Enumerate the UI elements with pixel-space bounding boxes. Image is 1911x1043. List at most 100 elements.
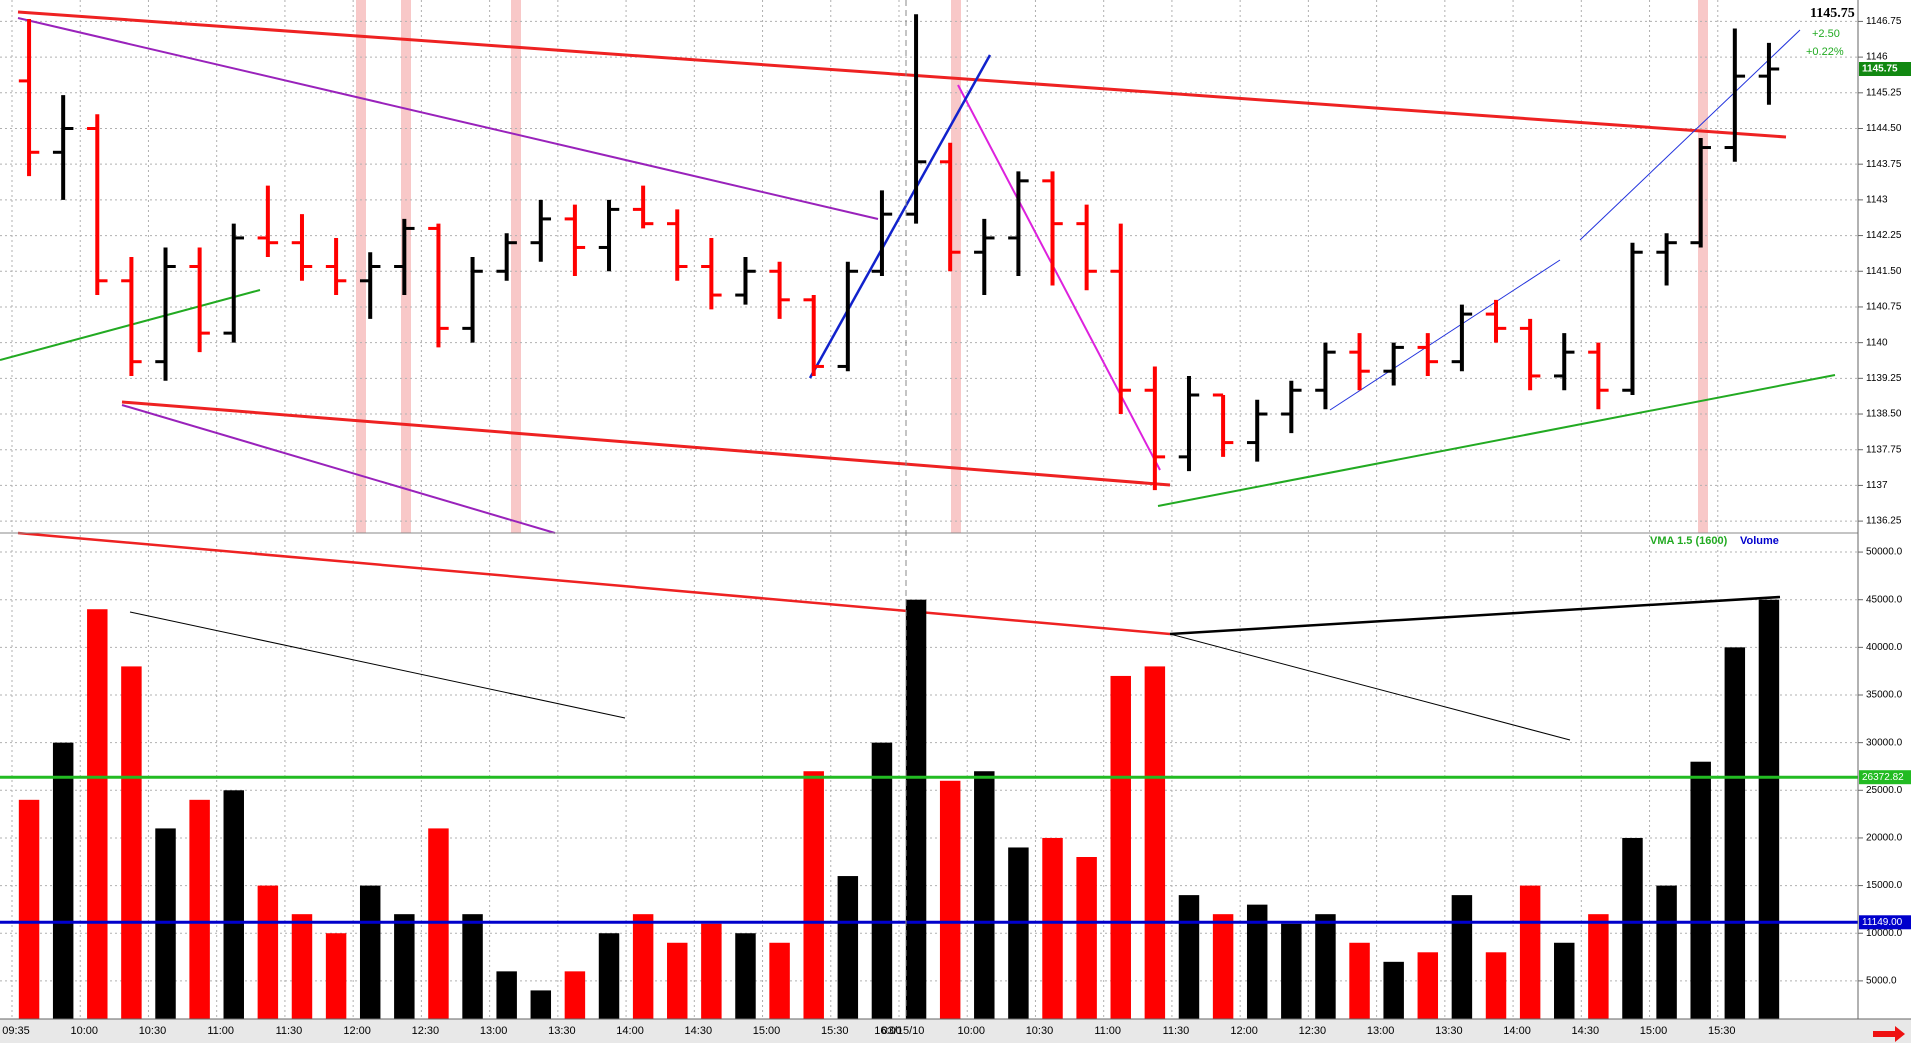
y-tick-label: 1140.75 xyxy=(1866,302,1902,313)
y-tick-label: 40000.0 xyxy=(1866,642,1903,653)
volume-bar xyxy=(1281,923,1302,1019)
volume-bar xyxy=(1622,837,1643,1019)
y-tick-label: 10000.0 xyxy=(1866,928,1903,939)
trendline xyxy=(17,17,879,220)
volume-bar xyxy=(1690,761,1711,1019)
x-tick-label: 10:30 xyxy=(1026,1025,1054,1037)
volume-bar xyxy=(530,990,552,1019)
trendline xyxy=(808,54,992,379)
x-tick-label: 11:00 xyxy=(1094,1025,1121,1037)
y-tick-label: 5000.0 xyxy=(1866,976,1897,987)
trendline xyxy=(1157,374,1836,507)
volume-bar xyxy=(223,790,244,1019)
trendline xyxy=(1579,29,1801,241)
y-tick-label: 1137.75 xyxy=(1866,444,1902,455)
volume-trendline xyxy=(129,611,626,719)
volume-bar xyxy=(1554,942,1575,1019)
volume-bar xyxy=(462,914,483,1019)
y-tick-label: 1139.25 xyxy=(1866,373,1902,384)
last-price-label: 1145.75 xyxy=(1810,6,1855,21)
y-tick-label: 1141.50 xyxy=(1866,266,1902,277)
volume-bar xyxy=(769,942,790,1019)
y-tick-label: 1143.75 xyxy=(1866,159,1902,170)
x-tick-label: 11:30 xyxy=(1163,1025,1190,1037)
volume-bar xyxy=(87,609,108,1019)
volume-bar xyxy=(1178,895,1200,1019)
y-tick-label: 1145.25 xyxy=(1866,87,1902,98)
x-tick-label: 16:00 xyxy=(874,1025,902,1037)
volume-bar xyxy=(974,771,995,1019)
y-tick-label: 20000.0 xyxy=(1866,833,1903,844)
trendline xyxy=(121,404,556,534)
x-tick-label: 12:00 xyxy=(1230,1025,1258,1037)
scroll-arrow[interactable] xyxy=(1873,1026,1905,1042)
x-tick-label: 14:30 xyxy=(1572,1025,1600,1037)
volume-bar xyxy=(701,923,722,1019)
x-tick-label: 12:30 xyxy=(412,1025,440,1037)
x-tick-label: 12:00 xyxy=(343,1025,371,1037)
volume-bar xyxy=(1485,952,1507,1019)
volume-trendline xyxy=(17,531,1171,636)
y-tick-label: 45000.0 xyxy=(1866,594,1903,605)
volume-bar xyxy=(1656,885,1677,1019)
y-tick-label: 1146 xyxy=(1866,52,1888,63)
volume-bar xyxy=(939,780,961,1019)
volume-bar xyxy=(632,914,654,1019)
volume-bar xyxy=(1417,952,1439,1019)
x-tick-label: 15:00 xyxy=(1640,1025,1668,1037)
volume-bar xyxy=(1519,885,1541,1019)
volume-trendline xyxy=(1169,595,1781,636)
volume-bar xyxy=(496,971,517,1019)
y-tick-label: 35000.0 xyxy=(1866,690,1903,701)
x-tick-label: 13:00 xyxy=(1367,1025,1395,1037)
trendlines xyxy=(0,10,1836,741)
volume-bar xyxy=(257,885,279,1019)
trendline xyxy=(1329,259,1561,411)
x-tick-label: 14:00 xyxy=(1503,1025,1531,1037)
y-tick-label: 30000.0 xyxy=(1866,737,1903,748)
volume-bar xyxy=(1724,647,1746,1019)
x-tick-label: 13:30 xyxy=(1435,1025,1463,1037)
x-axis xyxy=(0,1019,1911,1043)
y-tick-label: 1144.50 xyxy=(1866,123,1902,134)
x-tick-label: 10:00 xyxy=(70,1025,98,1037)
volume-bar xyxy=(667,942,688,1019)
volume-bar xyxy=(803,771,824,1019)
volume-bar xyxy=(1076,857,1097,1019)
highlight-band xyxy=(951,0,961,533)
x-tick-label: 09:35 xyxy=(2,1025,30,1037)
trendline xyxy=(17,10,1787,139)
change-label: +2.50 xyxy=(1812,28,1840,40)
x-tick-label: 15:30 xyxy=(821,1025,849,1037)
last-price-axis-label: 1145.75 xyxy=(1862,64,1898,75)
change-pct-label: +0.22% xyxy=(1806,46,1844,58)
y-tick-label: 25000.0 xyxy=(1866,785,1903,796)
reference-marker xyxy=(1859,915,1911,930)
reference-label: 26372.82 xyxy=(1862,772,1904,783)
y-tick-label: 15000.0 xyxy=(1866,880,1903,891)
x-tick-label: 15:00 xyxy=(753,1025,781,1037)
volume-bar xyxy=(1588,914,1609,1019)
reference-label: 11149.00 xyxy=(1862,917,1903,928)
volume-bar xyxy=(189,799,210,1019)
volume-bar xyxy=(1383,961,1404,1019)
volume-bar xyxy=(564,971,586,1019)
volume-bar xyxy=(291,914,313,1019)
volume-bar xyxy=(1451,895,1473,1019)
volume-bar xyxy=(121,666,142,1019)
volume-bar xyxy=(598,933,620,1019)
y-tick-label: 1143 xyxy=(1866,195,1888,206)
last-price-marker xyxy=(1859,62,1911,77)
y-tick-label: 1137 xyxy=(1866,480,1888,491)
y-tick-label: 1142.25 xyxy=(1866,230,1902,241)
volume-bar xyxy=(325,933,347,1019)
x-tick-label: 03/15/10 xyxy=(882,1025,925,1037)
volume-bar xyxy=(1315,914,1336,1019)
volume-bar xyxy=(871,742,893,1019)
x-tick-label: 13:30 xyxy=(548,1025,576,1037)
volume-bar xyxy=(1758,599,1780,1019)
highlight-band xyxy=(511,0,521,533)
plot-area xyxy=(0,14,1858,1019)
y-tick-label: 1138.50 xyxy=(1866,409,1902,420)
x-tick-label: 14:00 xyxy=(616,1025,644,1037)
